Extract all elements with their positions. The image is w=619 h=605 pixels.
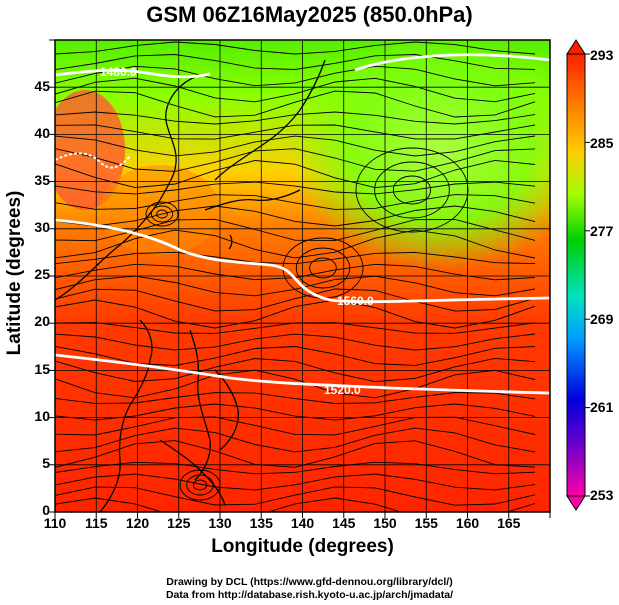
colorbar-tick-label: 293	[590, 47, 614, 63]
streamline	[55, 90, 536, 118]
streamline	[55, 440, 536, 468]
y-tick-label: 5	[42, 455, 50, 471]
x-tick-label: 115	[84, 515, 108, 531]
streamline	[55, 41, 536, 55]
map-title: GSM 06Z16May2025 (850.0hPa)	[146, 2, 473, 27]
cyclone-streamline	[150, 205, 174, 223]
contour-labels: 1560.0 1520.0 1480.0	[100, 65, 374, 397]
colorbar-tick-label: 253	[590, 487, 614, 503]
streamline	[55, 218, 536, 242]
x-tick-label: 110	[43, 515, 67, 531]
streamline	[55, 135, 536, 157]
y-tick-label: 20	[34, 313, 50, 329]
colorbar-bottom-arrow	[566, 495, 586, 511]
streamline	[55, 333, 536, 351]
streamline	[55, 159, 536, 189]
cyclone-streamline	[355, 147, 469, 233]
credit-data-source: Data from http://database.rish.kyoto-u.a…	[165, 589, 454, 601]
streamline	[55, 345, 536, 366]
x-tick-label: 140	[290, 515, 315, 531]
x-tick-label: 135	[249, 515, 273, 531]
streamline	[55, 416, 536, 436]
cyclone-streamline	[179, 469, 221, 501]
streamline	[55, 473, 536, 491]
streamline	[55, 497, 536, 512]
colorbar-tick-label: 285	[590, 135, 614, 151]
streamline	[55, 148, 536, 172]
colorbar-tick-label: 261	[590, 399, 614, 415]
cyclone-streamline	[186, 474, 214, 496]
y-tick-label: 0	[42, 502, 50, 518]
streamline	[55, 299, 536, 329]
y-tick-label: 45	[34, 78, 50, 94]
streamline	[55, 65, 536, 87]
contour-label-1520: 1520.0	[324, 383, 361, 397]
cyclone-streamline	[156, 209, 168, 219]
streamline	[55, 54, 536, 71]
colorbar-body	[566, 53, 586, 497]
x-tick-label: 145	[332, 515, 356, 531]
wind-streamlines	[55, 41, 536, 512]
streamline	[55, 111, 536, 125]
axis-tick-marks	[49, 39, 551, 518]
y-tick-label: 15	[34, 361, 50, 377]
streamline	[55, 392, 536, 404]
streamline	[55, 486, 536, 506]
x-tick-label: 165	[497, 515, 521, 531]
credit-drawing: Drawing by DCL (https://www.gfd-dennou.o…	[166, 576, 453, 588]
contour-line-1560	[55, 218, 550, 304]
streamline	[55, 461, 536, 475]
streamline	[55, 77, 536, 103]
cyclone-streamline	[309, 257, 337, 279]
y-tick-label: 40	[34, 125, 50, 141]
contour-line-1520	[55, 353, 550, 395]
x-tick-label: 130	[208, 515, 232, 531]
streamline	[55, 427, 536, 453]
colorbar-top-arrow	[566, 39, 586, 55]
streamline	[55, 288, 536, 312]
cold-anomaly-north	[290, 40, 550, 270]
contour-line-small	[55, 152, 131, 169]
cyclone-streamline	[392, 175, 432, 205]
colorbar	[566, 39, 590, 511]
streamline	[55, 124, 536, 140]
x-tick-label: 160	[455, 515, 480, 531]
streamline	[55, 369, 536, 399]
cyclone-streamline	[374, 161, 450, 219]
streamline	[55, 322, 536, 334]
x-tick-label: 155	[414, 515, 438, 531]
contour-line-1480	[55, 53, 550, 79]
streamline	[55, 275, 536, 297]
contour-label-1560: 1560.0	[337, 294, 374, 308]
x-axis-label: Longitude (degrees)	[211, 536, 394, 557]
y-axis-label: Latitude (degrees)	[4, 190, 25, 356]
cyclone-streamline	[192, 479, 208, 491]
colorbar-tick-label: 277	[590, 223, 614, 239]
x-tick-label: 125	[167, 515, 191, 531]
cyclone-streamline	[295, 247, 351, 289]
y-tick-label: 10	[34, 408, 50, 424]
height-contours	[55, 53, 550, 395]
y-tick-label: 35	[34, 172, 50, 188]
y-tick-label: 25	[34, 266, 50, 282]
warm-anomaly-west	[55, 90, 125, 210]
contour-label-1480: 1480.0	[100, 65, 137, 79]
streamline	[55, 263, 536, 281]
x-tick-label: 120	[125, 515, 150, 531]
colorbar-tick-label: 269	[590, 311, 614, 327]
streamline	[55, 403, 536, 421]
x-tick-label: 150	[373, 515, 397, 531]
streamline	[55, 357, 536, 383]
plot-area: 1560.0 1520.0 1480.0	[55, 40, 550, 512]
streamline	[55, 251, 536, 265]
y-tick-label: 30	[34, 219, 50, 235]
cyclone-streamline	[145, 201, 179, 227]
streamline	[55, 229, 536, 259]
